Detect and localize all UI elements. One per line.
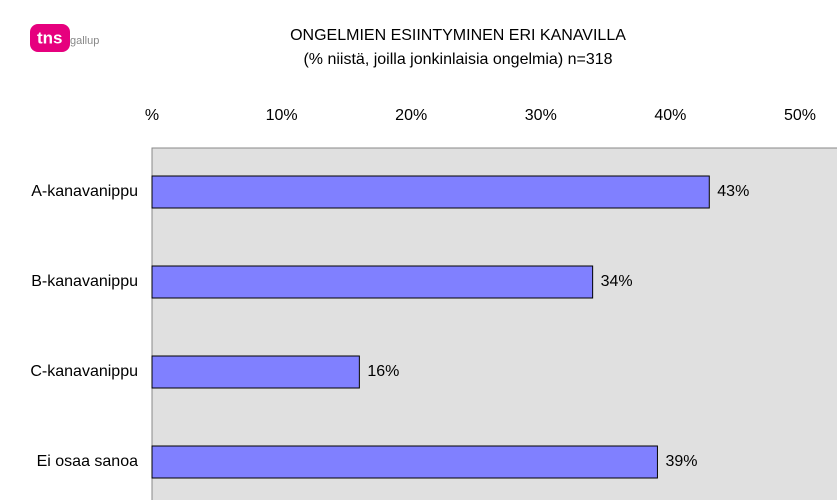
bar <box>151 445 658 479</box>
logo-badge <box>30 24 70 52</box>
x-tick-label: 50% <box>784 107 816 124</box>
x-tick-label: % <box>145 107 159 124</box>
x-tick-label: 30% <box>525 107 557 124</box>
logo-sub: gallup <box>70 35 99 47</box>
logo-brand: tns <box>37 28 63 47</box>
chart-title: ONGELMIEN ESIINTYMINEN ERI KANAVILLA <box>290 27 626 44</box>
y-tick-label: A-kanavanippu <box>31 183 138 200</box>
y-tick-label: C-kanavanippu <box>30 363 138 380</box>
value-label: 16% <box>367 363 399 380</box>
value-label: 34% <box>601 273 633 290</box>
bar <box>151 175 710 209</box>
x-tick-label: 40% <box>654 107 686 124</box>
bar <box>151 265 594 299</box>
x-tick-label: 10% <box>266 107 298 124</box>
y-tick-label: B-kanavanippu <box>31 273 138 290</box>
x-tick-label: 20% <box>395 107 427 124</box>
value-label: 43% <box>717 183 749 200</box>
y-tick-label: Ei osaa sanoa <box>37 453 139 470</box>
chart-subtitle: (% niistä, joilla jonkinlaisia ongelmia)… <box>303 51 612 68</box>
bar <box>151 355 360 389</box>
value-label: 39% <box>665 453 697 470</box>
